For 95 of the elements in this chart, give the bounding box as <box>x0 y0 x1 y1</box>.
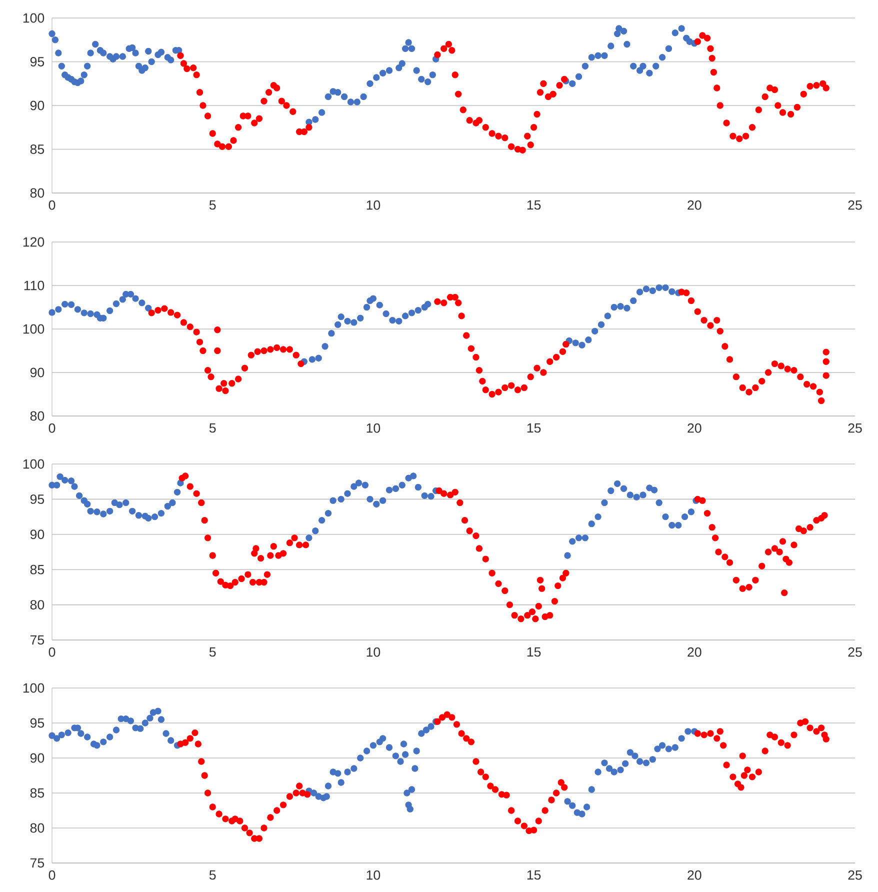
y-tick-label: 85 <box>30 144 44 154</box>
y-tick-label: 95 <box>30 718 44 728</box>
point <box>322 343 328 350</box>
point <box>376 302 383 308</box>
point <box>668 288 676 295</box>
x-tick-label: 15 <box>527 423 541 433</box>
point <box>344 318 351 324</box>
point <box>87 310 94 318</box>
x-tick-label: 25 <box>848 870 862 880</box>
point <box>315 354 322 362</box>
point <box>604 312 612 320</box>
point <box>328 330 335 337</box>
x-tick-label: 20 <box>688 647 702 657</box>
y-tick-label: 75 <box>30 635 44 645</box>
x-tick-label: 5 <box>209 647 216 657</box>
y-tick-label: 90 <box>30 530 44 540</box>
y-tick-label: 95 <box>30 57 44 66</box>
x-tick-label: 15 <box>527 200 541 210</box>
point <box>138 300 146 306</box>
point <box>585 336 592 344</box>
y-tick-label: 90 <box>30 100 44 110</box>
point <box>112 300 120 308</box>
x-tick-label: 10 <box>366 200 380 210</box>
y-tick-label: 100 <box>23 683 44 693</box>
point <box>578 342 586 348</box>
point <box>389 316 396 324</box>
x-tick-label: 10 <box>366 870 380 880</box>
y-tick-label: 75 <box>30 858 44 868</box>
x-tick-label: 10 <box>366 647 380 657</box>
y-tick-label: 85 <box>30 788 44 798</box>
y-tick-label: 90 <box>30 753 44 763</box>
x-tick-label: 0 <box>48 870 56 880</box>
point <box>598 321 605 328</box>
x-tick-label: 5 <box>209 423 216 433</box>
point <box>370 295 377 302</box>
y-tick-label: 85 <box>30 564 44 574</box>
x-tick-label: 20 <box>688 870 702 880</box>
point <box>656 284 662 291</box>
x-tick-label: 5 <box>209 200 216 210</box>
point <box>636 288 644 296</box>
y-tick-label: 120 <box>23 237 44 247</box>
point <box>414 306 422 314</box>
point <box>592 328 598 335</box>
point <box>308 356 316 363</box>
point <box>132 295 139 302</box>
x-tick-label: 0 <box>48 200 56 210</box>
point <box>624 304 630 312</box>
point <box>338 313 344 320</box>
point <box>610 304 618 311</box>
y-tick-label: 95 <box>30 494 44 504</box>
point <box>363 304 370 311</box>
point <box>119 296 126 303</box>
y-tick-label: 100 <box>23 13 44 23</box>
point <box>55 306 62 313</box>
y-tick-label: 90 <box>30 368 44 378</box>
x-tick-label: 25 <box>848 423 862 433</box>
point <box>408 310 416 316</box>
point <box>382 310 390 318</box>
x-tick-label: 25 <box>848 647 862 657</box>
x-tick-label: 0 <box>48 647 56 657</box>
point <box>127 290 134 298</box>
point <box>649 287 656 294</box>
x-tick-label: 20 <box>688 200 702 210</box>
point <box>402 312 409 320</box>
point <box>334 321 342 328</box>
point <box>80 310 88 316</box>
point <box>350 319 358 326</box>
x-tick-label: 15 <box>527 647 541 657</box>
point <box>68 301 75 308</box>
point <box>106 307 114 314</box>
point <box>630 297 637 304</box>
x-tick-label: 5 <box>209 870 216 880</box>
point <box>642 286 650 292</box>
point <box>424 300 432 308</box>
x-tick-label: 0 <box>48 423 56 433</box>
y-tick-label: 80 <box>30 411 44 421</box>
y-tick-label: 80 <box>30 823 44 833</box>
point <box>48 309 56 316</box>
y-tick-label: 100 <box>23 324 44 334</box>
point <box>357 314 364 322</box>
point <box>662 284 669 291</box>
x-tick-label: 25 <box>848 200 862 210</box>
x-tick-label: 20 <box>688 423 702 433</box>
point <box>62 300 68 308</box>
y-tick-label: 110 <box>24 280 44 290</box>
point <box>572 340 579 346</box>
x-tick-label: 10 <box>366 423 380 433</box>
point <box>74 306 82 313</box>
point <box>617 303 624 310</box>
y-tick-label: 100 <box>23 459 44 469</box>
y-tick-label: 80 <box>30 188 44 198</box>
point <box>396 318 402 324</box>
point <box>145 304 152 312</box>
x-tick-label: 15 <box>527 870 541 880</box>
y-tick-label: 80 <box>30 600 44 610</box>
